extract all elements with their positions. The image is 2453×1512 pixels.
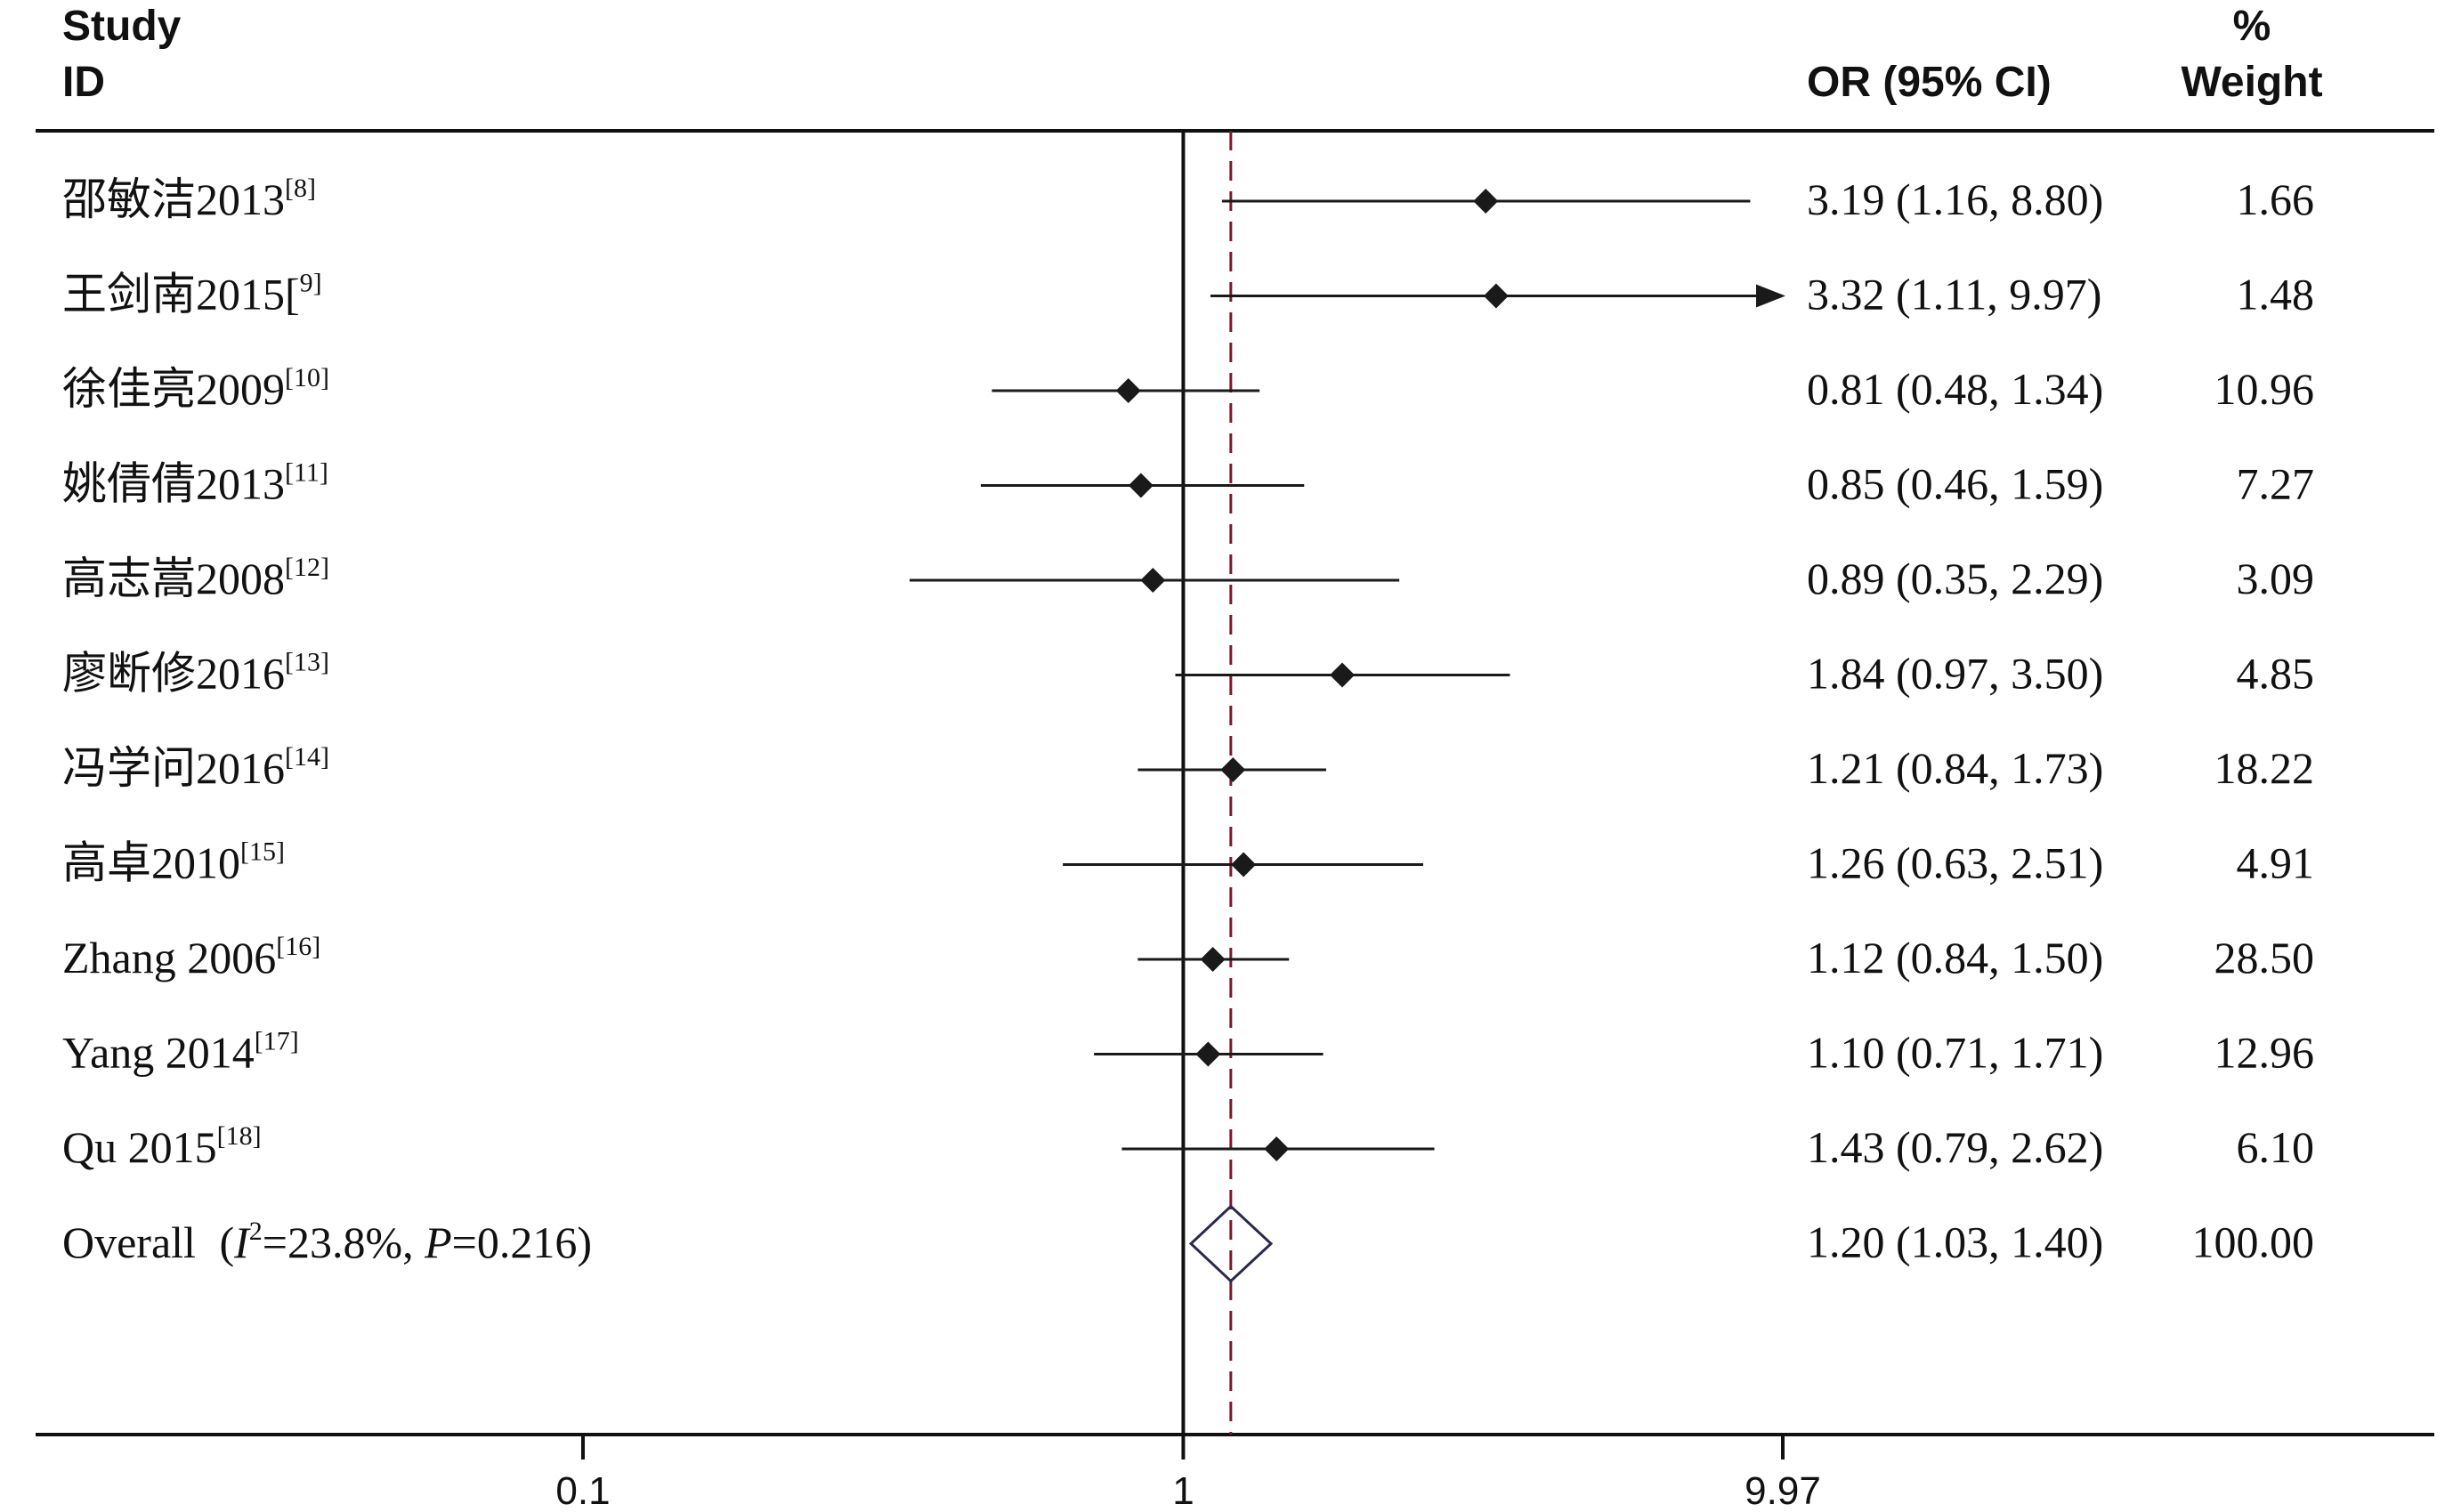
study-weight: 1.66 (2237, 174, 2315, 224)
study-weight: 6.10 (2237, 1122, 2315, 1172)
overall-prefix: Overall (62, 1217, 196, 1267)
study-or-ci: 3.19 (1.16, 8.80) (1807, 174, 2103, 224)
study-name: 邵敏洁2013 (62, 174, 285, 224)
study-ref: [13] (285, 648, 329, 677)
study-weight: 3.09 (2237, 554, 2315, 603)
study-label: 徐佳亮2009[10] (62, 363, 329, 414)
study-ref: [16] (276, 932, 320, 961)
study-label: 高志嵩2008[12] (62, 553, 329, 603)
study-name: 王剑南2015[ (62, 270, 300, 319)
x-tick-label: 9.97 (1745, 1469, 1821, 1512)
study-or-ci: 0.85 (0.46, 1.59) (1807, 459, 2103, 509)
point-estimate (1330, 662, 1356, 688)
overall-weight: 100.00 (2192, 1217, 2315, 1267)
point-estimate (1115, 378, 1141, 403)
study-label: Zhang 2006[16] (62, 932, 320, 982)
study-name: Zhang 2006 (62, 933, 276, 982)
study-ref: [12] (285, 553, 329, 582)
study-ref: [17] (255, 1027, 299, 1056)
ci-arrow (1756, 284, 1785, 308)
overall-i-sup: 2 (249, 1217, 263, 1246)
point-estimate (1473, 189, 1499, 214)
point-estimate (1483, 283, 1509, 309)
header-percent: % (2233, 3, 2271, 50)
point-estimate (1231, 852, 1257, 877)
overall-p: P (424, 1217, 452, 1267)
point-estimate (1140, 568, 1166, 593)
study-label: 邵敏洁2013[8] (62, 174, 316, 224)
point-estimate (1200, 947, 1226, 972)
overall-label: Overall (I2=23.8%, P=0.216) (62, 1217, 592, 1267)
study-ref: [10] (285, 363, 329, 392)
overall-i-value: =23.8%, (263, 1217, 425, 1267)
study-label: 冯学问2016[14] (62, 742, 329, 793)
overall-p-value: =0.216) (452, 1217, 592, 1267)
header-study: Study (62, 3, 182, 50)
study-weight: 1.48 (2237, 270, 2315, 319)
point-estimate (1264, 1136, 1290, 1161)
study-or-ci: 0.81 (0.48, 1.34) (1807, 364, 2103, 414)
study-or-ci: 1.12 (0.84, 1.50) (1807, 933, 2103, 982)
header-or-ci: OR (95% CI) (1807, 59, 2052, 106)
point-estimate (1220, 757, 1246, 782)
study-ref: [11] (285, 458, 328, 488)
study-label: Yang 2014[17] (62, 1027, 299, 1078)
study-name: 高志嵩2008 (62, 554, 285, 603)
study-weight: 18.22 (2214, 743, 2315, 793)
study-or-ci: 1.21 (0.84, 1.73) (1807, 743, 2103, 793)
study-or-ci: 1.26 (0.63, 2.51) (1807, 838, 2103, 888)
study-ref: [14] (285, 742, 329, 772)
study-or-ci: 1.84 (0.97, 3.50) (1807, 649, 2103, 699)
study-weight: 10.96 (2214, 364, 2315, 414)
study-label: 廖断修2016[13] (62, 648, 329, 699)
study-or-ci: 0.89 (0.35, 2.29) (1807, 554, 2103, 603)
study-name: 徐佳亮2009 (62, 364, 285, 414)
study-label: 高卓2010[15] (62, 837, 285, 888)
study-label: 姚倩倩2013[11] (62, 458, 328, 509)
overall-i: I (233, 1217, 251, 1267)
study-ref: [15] (240, 837, 285, 867)
study-or-ci: 3.32 (1.11, 9.97) (1807, 270, 2101, 319)
study-name: Yang 2014 (62, 1028, 255, 1078)
study-name: 姚倩倩2013 (62, 459, 285, 509)
study-weight: 12.96 (2214, 1028, 2315, 1078)
study-ref: 9] (300, 269, 322, 298)
point-estimate (1195, 1041, 1221, 1067)
study-label: 王剑南2015[9] (62, 269, 322, 319)
study-or-ci: 1.10 (0.71, 1.71) (1807, 1028, 2103, 1078)
header-weight: Weight (2181, 59, 2322, 106)
point-estimate (1128, 473, 1154, 498)
study-ref: [18] (217, 1121, 262, 1151)
overall-diamond (1188, 1204, 1274, 1283)
study-name: 廖断修2016 (62, 649, 285, 699)
chart-marks: 0.1 1 9.97 邵敏洁2013[8] 3.19 (1.16, 8.80) 1.66 王… (62, 131, 2314, 1512)
overall-or-ci: 1.20 (1.03, 1.40) (1807, 1217, 2103, 1267)
study-weight: 7.27 (2237, 459, 2315, 509)
study-or-ci: 1.43 (0.79, 2.62) (1807, 1122, 2103, 1172)
study-label: Qu 2015[18] (62, 1121, 262, 1172)
study-ref: [8] (285, 174, 316, 203)
study-name: 高卓2010 (62, 838, 240, 888)
study-weight: 4.85 (2237, 649, 2315, 699)
study-weight: 28.50 (2214, 933, 2315, 982)
study-name: Qu 2015 (62, 1122, 217, 1172)
study-weight: 4.91 (2237, 838, 2315, 888)
x-tick-label: 1 (1172, 1469, 1194, 1512)
study-name: 冯学问2016 (62, 743, 285, 793)
x-tick-label: 0.1 (555, 1469, 610, 1512)
header-id: ID (62, 59, 105, 106)
